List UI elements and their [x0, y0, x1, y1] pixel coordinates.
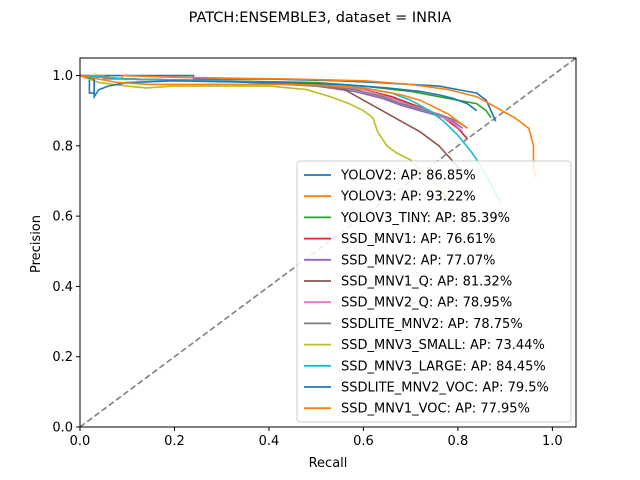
x-tick-label: 0.2 [164, 434, 185, 449]
legend-entry-11: SSDLITE_MNV2_VOC: AP: 79.5% [341, 381, 549, 396]
chart-title: PATCH:ENSEMBLE3, dataset = INRIA [189, 10, 452, 26]
axes-frame [79, 57, 577, 428]
legend-box [296, 160, 572, 423]
y-tick-label: 0.2 [52, 350, 73, 365]
x-tick-label: 0.8 [448, 434, 469, 449]
legend-entry-7: SSD_MNV2_Q: AP: 78.95% [341, 296, 512, 311]
y-tick-label: 0.8 [52, 139, 73, 154]
x-tick-label: 1.0 [542, 434, 563, 449]
legend-entry-5: SSD_MNV2: AP: 77.07% [341, 253, 495, 268]
legend: YOLOV2: AP: 86.85% YOLOV3: AP: 93.22% YOLO… [296, 160, 572, 423]
y-tick-label: 0.0 [52, 421, 73, 436]
legend-entry-12: SSD_MNV1_VOC: AP: 77.95% [341, 402, 530, 417]
legend-entry-4: SSD_MNV1: AP: 76.61% [341, 232, 495, 247]
legend-entry-9: SSD_MNV3_SMALL: AP: 73.44% [341, 338, 545, 353]
x-tick-label: 0.4 [259, 434, 280, 449]
x-tick-label: 0.6 [353, 434, 374, 449]
x-axis-label: Recall [309, 456, 348, 471]
series-line-11 [80, 74, 478, 112]
legend-entry-2: YOLOV3: AP: 93.22% [340, 190, 476, 205]
legend-entry-8: SSDLITE_MNV2: AP: 78.75% [341, 317, 523, 332]
y-tick-label: 0.6 [52, 210, 73, 225]
series-line-2 [80, 74, 537, 178]
legend-entry-10: SSD_MNV3_LARGE: AP: 84.45% [341, 359, 546, 374]
legend-entry-6: SSD_MNV1_Q: AP: 81.32% [341, 275, 512, 290]
legend-entry-3: YOLOV3_TINY: AP: 85.39% [340, 211, 510, 226]
y-tick-label: 1.0 [52, 69, 73, 84]
series-line-12 [80, 74, 468, 129]
legend-entry-1: YOLOV2: AP: 86.85% [340, 169, 476, 184]
y-axis-label: Precision [29, 215, 44, 273]
axes: 0.00.0 0.2 0.2 0.4 0.4 0.6 0.6 0.8 0.8 1.0 1.0 [52, 57, 577, 449]
x-tick-label: 0.0 [70, 434, 91, 449]
y-tick-label: 0.4 [52, 280, 73, 295]
